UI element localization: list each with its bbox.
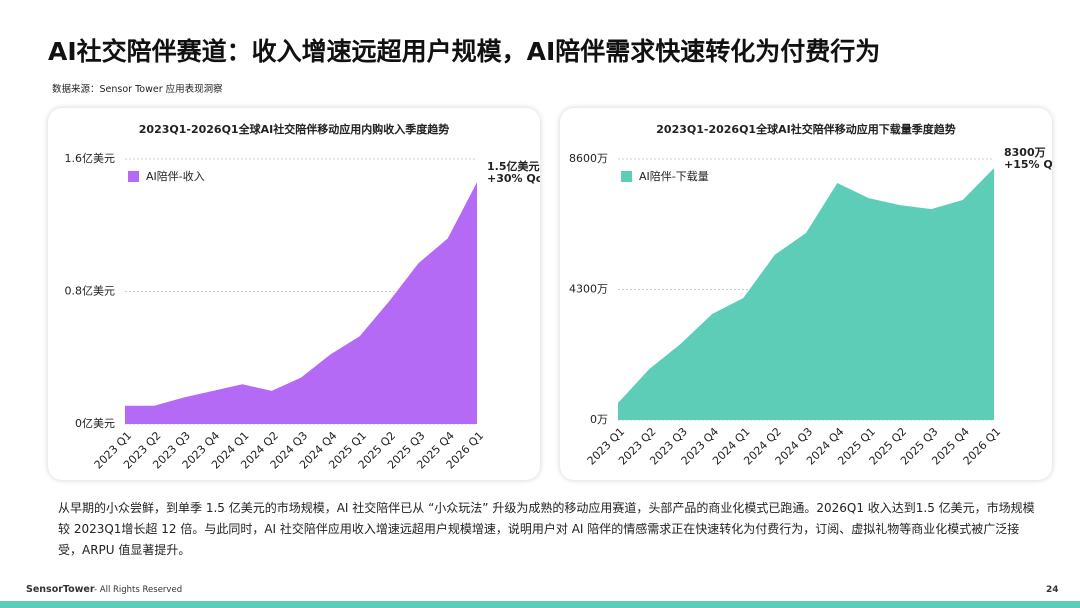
footer-text: - All Rights Reserved [94,585,183,595]
y-tick-label: 1.6亿美元 [65,152,116,165]
chart-panel: 2023Q1-2026Q1全球AI社交陪伴移动应用下载量季度趋势 0万 4300万 8… [560,108,1070,480]
annotation: 1.5亿美元 [487,159,540,173]
annotation: 8300万 [1004,146,1046,159]
chart-title: 2023Q1-2026Q1全球AI社交陪伴移动应用内购收入季度趋势 [139,122,449,136]
slide-title: AI社交陪伴赛道：收入增速远超用户规模，AI陪伴需求快速转化为付费行为 [48,37,881,66]
chart: 2023Q1-2026Q1全球AI社交陪伴移动应用内购收入季度趋势 0亿美元 0.8… [65,122,553,472]
footer-bar [0,601,1080,608]
chart-title: 2023Q1-2026Q1全球AI社交陪伴移动应用下载量季度趋势 [656,122,955,136]
page-number: 24 [1046,585,1059,595]
y-tick-label: 8600万 [569,152,608,165]
annotation: +30% QoQ [487,172,540,185]
y-tick-label: 0.8亿美元 [65,285,116,298]
legend-swatch [128,171,139,182]
y-tick-label: 0万 [590,413,608,426]
annotation: +15% QoQ [1004,158,1052,171]
legend-label: AI陪伴-收入 [146,169,205,183]
source: 数据来源：Sensor Tower 应用表现洞察 [52,84,223,95]
y-tick-label: 0亿美元 [75,417,115,430]
legend-swatch [621,171,632,182]
area [125,182,477,424]
legend-label: AI陪伴-下载量 [639,169,709,183]
footer-brand: SensorTower [26,584,95,595]
y-tick-label: 4300万 [569,283,608,296]
summary: 从早期的小众尝鲜，到单季 1.5 亿美元的市场规模，AI 社交陪伴已从 “小众玩… [58,501,1035,557]
chart-panel: 2023Q1-2026Q1全球AI社交陪伴移动应用内购收入季度趋势 0亿美元 0.8… [48,108,553,480]
area [618,168,994,420]
chart: 2023Q1-2026Q1全球AI社交陪伴移动应用下载量季度趋势 0万 4300万 8… [569,122,1070,468]
